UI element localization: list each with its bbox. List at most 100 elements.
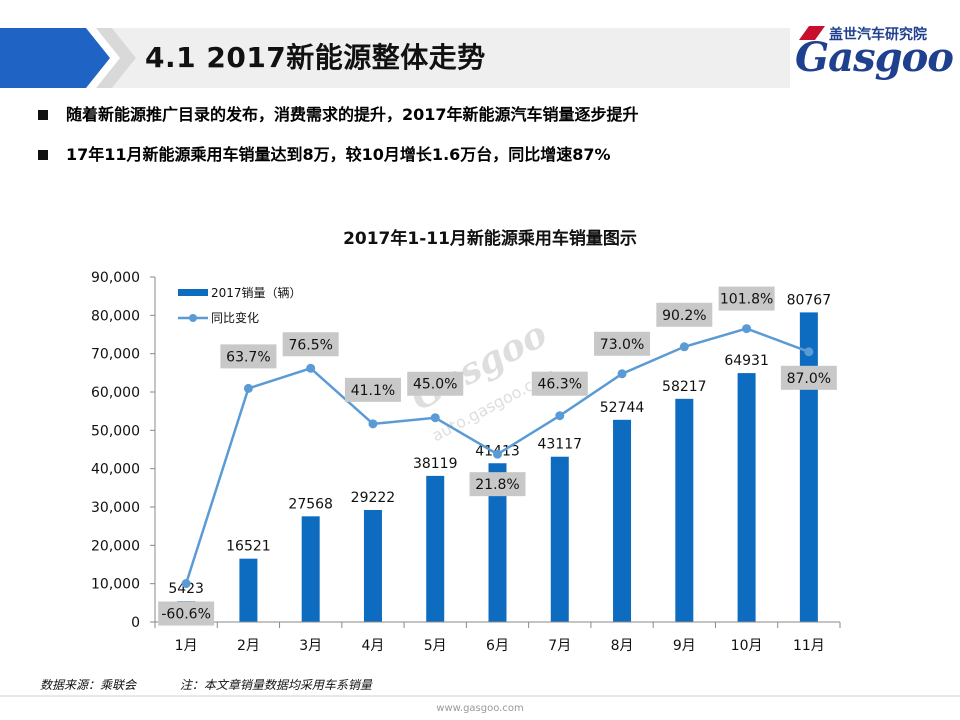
pct-label-box [344, 377, 401, 402]
line-point [243, 383, 253, 393]
y-tick-label: 80,000 [91, 308, 140, 324]
logo-cn-text: 盖世汽车研究院 [829, 27, 927, 43]
x-tick-label: 7月 [548, 638, 571, 654]
x-tick-label: 1月 [175, 638, 198, 654]
y-tick-label: 0 [131, 615, 140, 631]
x-tick-label: 3月 [299, 638, 322, 654]
x-tick-label: 5月 [424, 638, 447, 654]
y-tick-label: 10,000 [91, 577, 140, 593]
pct-label-box [407, 371, 464, 396]
bar-value-label: 80767 [787, 292, 832, 308]
x-axis: 1月 2月 3月 4月 5月 6月 7月 8月 9月 10月 11月 [154, 621, 841, 654]
bar [675, 398, 694, 622]
footnote: 数据来源：乘联会 注：本文章销量数据均采用车系销量 [40, 676, 372, 693]
logo-en-text: Gasgoo [795, 34, 954, 81]
bar [737, 373, 756, 622]
bullet-text: 随着新能源推广目录的发布，消费需求的提升，2017年新能源汽车销量逐步提升 [66, 105, 639, 124]
chart-title: 2017年1-11月新能源乘用车销量图示 [343, 228, 637, 249]
bar-value-label: 27568 [288, 496, 333, 512]
x-tick-label: 11月 [793, 638, 825, 654]
footer-url: www.gasgoo.com [436, 703, 524, 714]
pct-label-box [656, 302, 713, 327]
line-labels: -60.6% 63.7% 76.5% 41.1% 45.0% 21.8% 46.3% 73.0… [158, 286, 837, 626]
legend-line-label: 同比变化 [211, 310, 259, 325]
pct-label-box [220, 344, 277, 369]
bar [799, 312, 818, 622]
pct-label-box [282, 332, 339, 357]
bar [426, 475, 445, 622]
y-tick-label: 90,000 [91, 270, 140, 286]
bullet-text: 17年11月新能源乘用车销量达到8万，较10月增长1.6万台，同比增速87% [66, 145, 611, 164]
bullet-list: 随着新能源推广目录的发布，消费需求的提升，2017年新能源汽车销量逐步提升 17… [38, 100, 639, 180]
bar-value-label: 64931 [724, 353, 769, 369]
bullet-square-icon [38, 150, 48, 160]
line-point [617, 369, 627, 379]
y-tick-label: 40,000 [91, 462, 140, 478]
pct-label: 21.8% [475, 477, 519, 493]
bar-value-label: 5423 [168, 581, 204, 597]
pct-label: 76.5% [288, 337, 332, 353]
legend-bar-label: 2017销量（辆） [211, 286, 302, 300]
bar [239, 558, 258, 622]
pct-label-box [158, 601, 215, 626]
y-tick-label: 20,000 [91, 538, 140, 554]
line-point [742, 324, 752, 334]
pct-label-box [531, 371, 588, 396]
bar-value-label: 58217 [662, 379, 707, 395]
legend-line-marker [189, 314, 197, 322]
pct-label-box [718, 286, 775, 311]
pct-label-box [780, 365, 837, 390]
bullet-square-icon [38, 110, 48, 120]
x-tick-label: 6月 [486, 638, 509, 654]
banner-shape [0, 28, 790, 88]
chart-legend: 2017销量（辆） 同比变化 [178, 286, 302, 325]
y-tick-label: 30,000 [91, 500, 140, 516]
title-banner [0, 22, 960, 94]
x-tick-label: 10月 [731, 638, 763, 654]
pct-label: -60.6% [161, 607, 211, 623]
footer-divider [0, 695, 960, 697]
line-point [306, 363, 316, 373]
legend-bar-swatch [178, 289, 208, 296]
pct-label: 73.0% [600, 337, 644, 353]
x-tick-label: 8月 [611, 638, 634, 654]
bar [363, 509, 382, 622]
bullet-item: 随着新能源推广目录的发布，消费需求的提升，2017年新能源汽车销量逐步提升 [38, 100, 639, 140]
line-point [493, 449, 502, 459]
pct-label: 90.2% [662, 308, 706, 324]
line-point [181, 579, 191, 589]
bar-value-label: 43117 [537, 437, 582, 453]
bar-value-label: 52744 [600, 400, 645, 416]
y-tick-label: 70,000 [91, 347, 140, 363]
pct-label-box [594, 331, 651, 356]
bar-value-label: 38119 [413, 456, 458, 472]
line-point [430, 413, 440, 423]
line-series [181, 324, 814, 589]
x-tick-label: 4月 [361, 638, 384, 654]
bar-labels: 5423165212756829222381194141343117527445… [168, 292, 831, 597]
pct-label: 45.0% [413, 377, 457, 393]
bullet-item: 17年11月新能源乘用车销量达到8万，较10月增长1.6万台，同比增速87% [38, 140, 639, 180]
y-axis: 0 10,000 20,000 30,000 40,000 50,000 60,000 70,… [91, 270, 156, 631]
bar [301, 516, 320, 622]
pct-label: 46.3% [538, 377, 582, 393]
pct-label: 87.0% [787, 371, 831, 387]
x-tick-label: 2月 [237, 638, 260, 654]
page-title: 4.1 2017新能源整体走势 [145, 41, 486, 74]
pct-label-box [469, 472, 526, 497]
pct-label: 41.1% [351, 383, 395, 399]
pct-label: 63.7% [226, 349, 270, 365]
line-point [679, 342, 689, 352]
bar [550, 456, 569, 622]
data-source: 数据来源：乘联会 [40, 678, 137, 692]
line-point [555, 411, 565, 421]
gasgoo-logo: 盖世汽车研究院 Gasgoo [795, 22, 954, 82]
line-point [368, 419, 378, 429]
y-tick-label: 50,000 [91, 423, 140, 439]
y-tick-label: 60,000 [91, 385, 140, 401]
bar [488, 463, 507, 622]
x-tick-label: 9月 [673, 638, 696, 654]
pct-label: 101.8% [720, 292, 773, 308]
